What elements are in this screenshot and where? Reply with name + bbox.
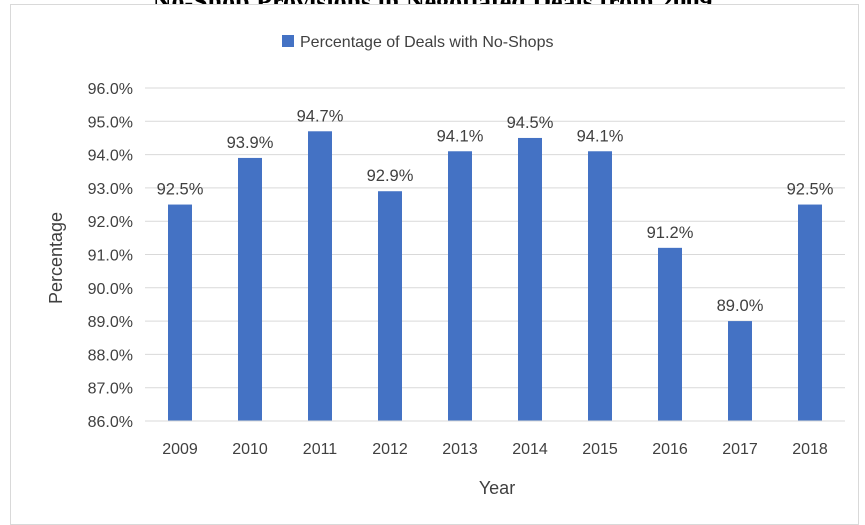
data-label: 89.0%	[717, 297, 764, 315]
bar	[518, 137, 542, 421]
bar	[588, 151, 612, 421]
y-tick-label: 92.0%	[88, 214, 133, 231]
x-tick-label: 2016	[652, 441, 688, 458]
x-axis-title: Year	[479, 478, 515, 498]
y-tick-label: 94.0%	[88, 148, 133, 165]
y-axis-ticks: 86.0% 87.0% 88.0% 89.0% 90.0% 91.0% 92.0% 93.0%…	[88, 81, 133, 431]
x-tick-label: 2018	[792, 441, 828, 458]
x-tick-label: 2011	[303, 441, 338, 458]
data-label: 94.5%	[507, 114, 554, 132]
data-label: 92.9%	[367, 167, 414, 185]
data-label: 92.5%	[157, 181, 204, 199]
y-tick-label: 91.0%	[88, 248, 133, 265]
chart-frame	[10, 4, 859, 525]
y-tick-label: 86.0%	[88, 414, 133, 431]
bar	[798, 204, 822, 421]
x-tick-label: 2012	[372, 441, 408, 458]
y-tick-label: 87.0%	[88, 381, 133, 398]
legend-label: Percentage of Deals with No-Shops	[300, 34, 553, 51]
y-tick-label: 96.0%	[88, 81, 133, 98]
y-tick-label: 89.0%	[88, 314, 133, 331]
y-tick-label: 90.0%	[88, 281, 133, 298]
bar	[238, 157, 262, 421]
data-label: 91.2%	[647, 224, 694, 242]
y-tick-label: 88.0%	[88, 347, 133, 364]
data-labels: 92.5% 93.9% 94.7% 92.9% 94.1% 94.5% 94.1% 91.2%…	[157, 107, 834, 315]
y-tick-label: 93.0%	[88, 181, 133, 198]
x-tick-label: 2015	[582, 441, 618, 458]
bar	[378, 191, 402, 421]
bar	[168, 204, 192, 421]
x-tick-label: 2013	[442, 441, 478, 458]
data-label: 93.9%	[227, 134, 274, 152]
x-tick-label: 2010	[232, 441, 268, 458]
x-tick-label: 2017	[722, 441, 758, 458]
bar	[448, 151, 472, 421]
y-tick-label: 95.0%	[88, 114, 133, 131]
x-tick-label: 2014	[512, 441, 548, 458]
data-label: 92.5%	[787, 181, 834, 199]
data-label: 94.1%	[437, 127, 484, 145]
legend: Percentage of Deals with No-Shops	[282, 34, 553, 51]
y-axis-title: Percentage	[46, 212, 66, 304]
bar	[308, 131, 332, 422]
data-label: 94.1%	[577, 127, 624, 145]
data-label: 94.7%	[297, 107, 344, 125]
bars	[168, 131, 822, 422]
bar	[728, 321, 752, 421]
x-axis-ticks: 2009 2010 2011 2012 2013 2014 2015 2016 2017 2018	[162, 441, 828, 458]
bar	[658, 247, 682, 421]
x-tick-label: 2009	[162, 441, 198, 458]
legend-swatch	[282, 35, 294, 47]
